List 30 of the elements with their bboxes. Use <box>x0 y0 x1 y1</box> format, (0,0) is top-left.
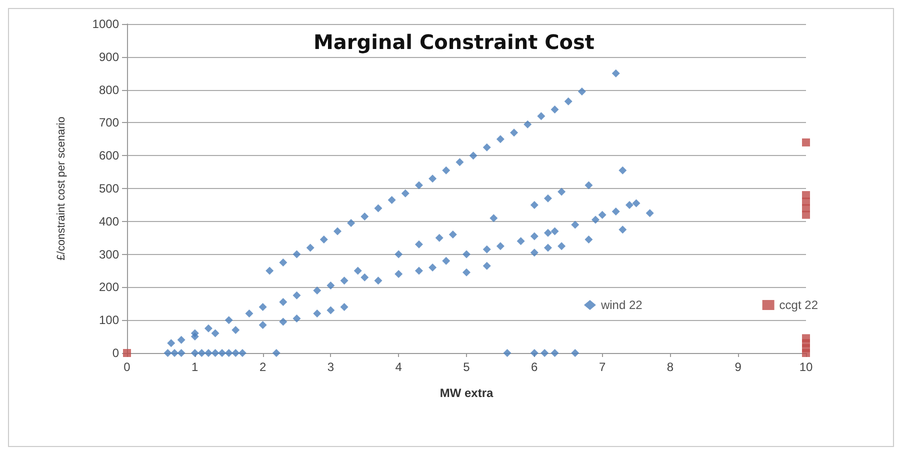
y-tick-label: 1000 <box>92 17 120 31</box>
y-tick-label: 400 <box>98 214 120 228</box>
point <box>802 138 810 146</box>
point <box>802 334 810 342</box>
y-tick-label: 100 <box>98 313 120 328</box>
x-tick-label: 7 <box>598 360 606 374</box>
x-tick-label: 1 <box>192 360 199 374</box>
y-tick-label: 500 <box>98 182 120 196</box>
y-axis-title: £/constraint cost per scenario <box>56 116 68 260</box>
x-tick-label: 2 <box>259 360 266 374</box>
y-tick-label: 600 <box>98 148 120 163</box>
x-tick-label: 0 <box>124 360 131 374</box>
x-tick-label: 6 <box>531 360 538 374</box>
x-tick-label: 10 <box>799 360 813 374</box>
point <box>802 191 810 200</box>
legend-label: ccgt 22 <box>779 298 818 312</box>
x-tick-label: 8 <box>666 360 674 374</box>
x-tick-label: 5 <box>463 360 470 374</box>
y-tick-label: 700 <box>98 116 120 130</box>
y-tick-label: 900 <box>98 50 120 64</box>
x-tick-label: 3 <box>327 360 334 374</box>
y-tick-label: 300 <box>98 247 120 262</box>
chart-title: Marginal Constraint Cost <box>314 30 595 54</box>
x-tick-label: 9 <box>734 360 742 374</box>
y-tick-label: 0 <box>112 346 120 360</box>
y-tick-label: 200 <box>98 280 120 294</box>
y-tick-label: 800 <box>98 82 120 97</box>
x-axis-title: MW extra <box>440 386 494 400</box>
legend-label: wind 22 <box>600 298 643 312</box>
x-tick-label: 4 <box>395 360 402 374</box>
